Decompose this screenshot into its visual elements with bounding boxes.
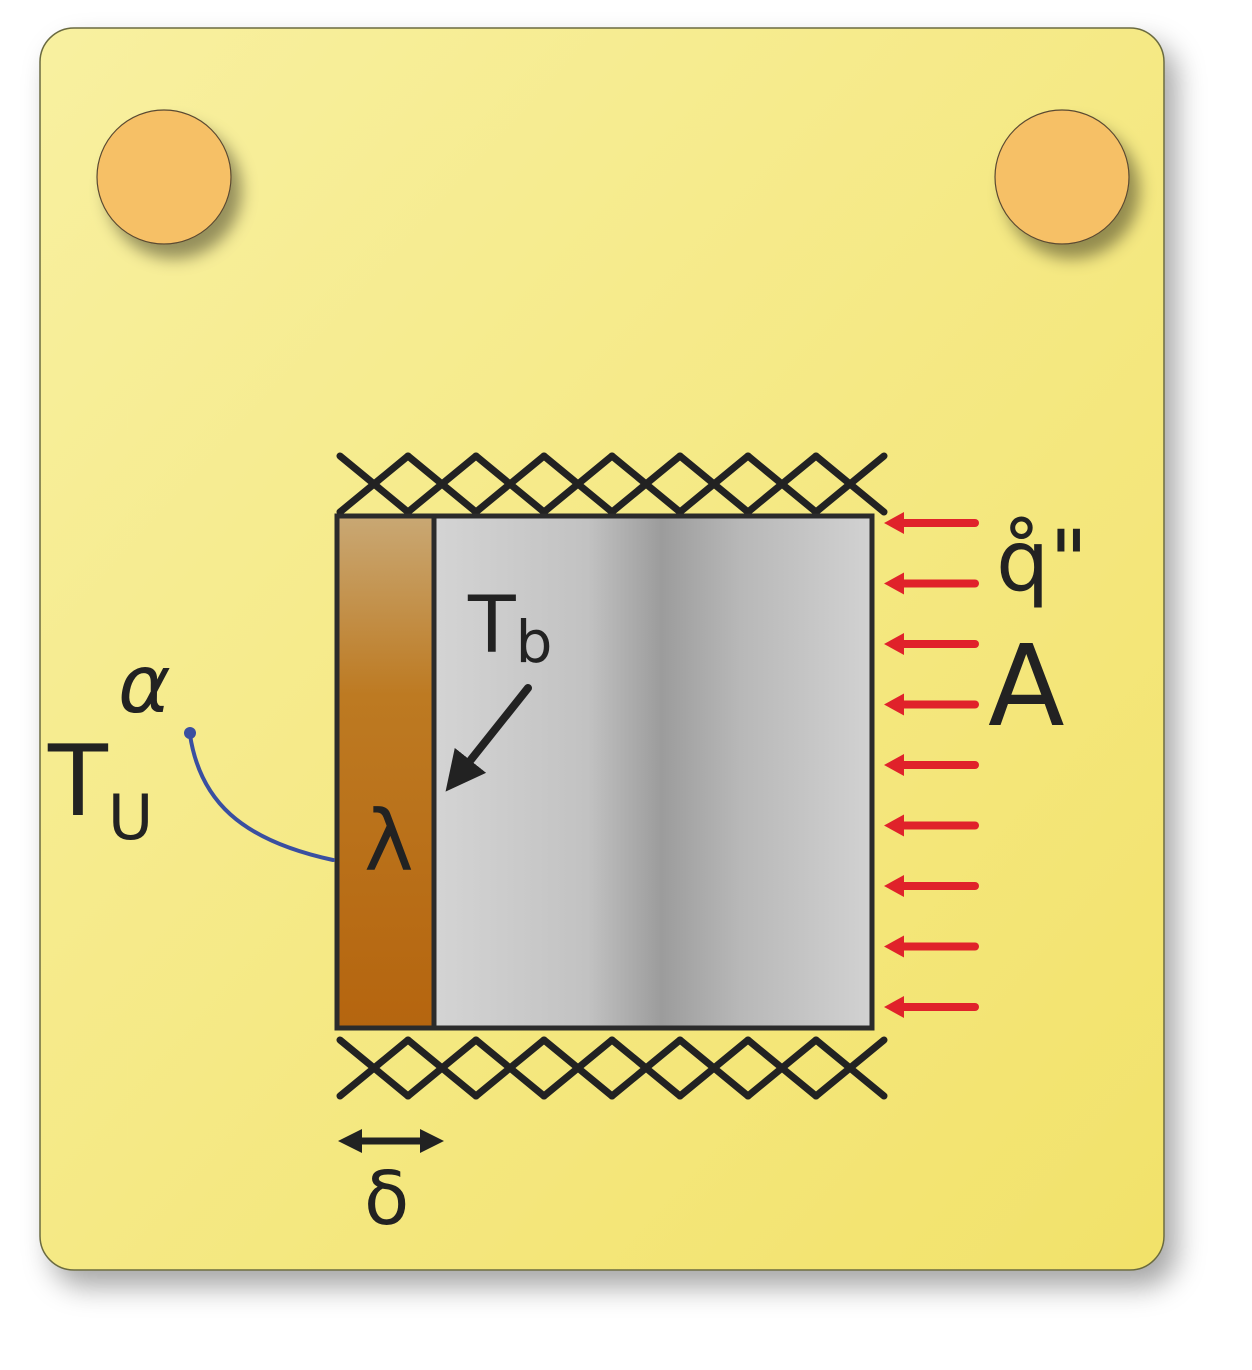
hatch-top-cross xyxy=(472,452,548,516)
hatch-bottom-cross xyxy=(336,1036,412,1100)
heat-flux-arrow xyxy=(884,935,979,958)
heat-flux-arrow xyxy=(884,996,979,1018)
pin-left xyxy=(96,109,232,245)
heat-flux-arrow xyxy=(884,633,979,655)
heat-flux-arrow xyxy=(884,693,979,716)
hatch-bottom-cross xyxy=(744,1036,820,1100)
hatch-top-cross xyxy=(404,452,480,516)
hatch-bottom-cross xyxy=(676,1036,752,1100)
hatch-top-cross xyxy=(676,452,752,516)
thickness-arrow-right-head xyxy=(420,1129,444,1153)
heat-flux-arrow xyxy=(884,512,979,534)
hatch-bottom-cross xyxy=(472,1036,548,1100)
thickness-arrow-left-head xyxy=(338,1129,362,1153)
heat-flux-arrow xyxy=(884,875,979,897)
hatch-top-cross xyxy=(608,452,684,516)
ambient-lead-line xyxy=(188,733,335,862)
heat-flux-label: q̊" xyxy=(996,512,1088,610)
hatch-top-cross xyxy=(812,452,888,516)
insulation-hatch-top xyxy=(336,452,888,516)
tb-label: Tb xyxy=(467,581,552,676)
delta-label: δ xyxy=(364,1156,409,1242)
insulation-layer xyxy=(334,513,437,1031)
hatch-bottom-cross xyxy=(812,1036,888,1100)
tb-subscript: b xyxy=(516,608,553,676)
tu-label: TU xyxy=(47,725,153,854)
heat-flux-arrow xyxy=(884,814,979,837)
heat-flux-arrows xyxy=(884,512,979,1018)
hatch-bottom-cross xyxy=(540,1036,616,1100)
hatch-top-cross xyxy=(336,452,412,516)
tb-pointer-arrow xyxy=(445,684,532,792)
hatch-top-cross xyxy=(744,452,820,516)
heat-flux-arrow xyxy=(884,572,979,595)
tu-subscript: U xyxy=(108,781,153,854)
hatch-top-cross xyxy=(540,452,616,516)
ambient-lead-dot xyxy=(184,727,196,739)
hatch-bottom-cross xyxy=(608,1036,684,1100)
area-label: A xyxy=(988,622,1065,752)
heat-flux-arrow xyxy=(884,754,979,776)
hatch-bottom-cross xyxy=(404,1036,480,1100)
pin-right xyxy=(994,109,1130,245)
metal-block xyxy=(431,513,875,1031)
lambda-label: λ xyxy=(364,792,414,890)
insulation-hatch-bottom xyxy=(336,1036,888,1100)
alpha-label: α xyxy=(118,638,171,731)
